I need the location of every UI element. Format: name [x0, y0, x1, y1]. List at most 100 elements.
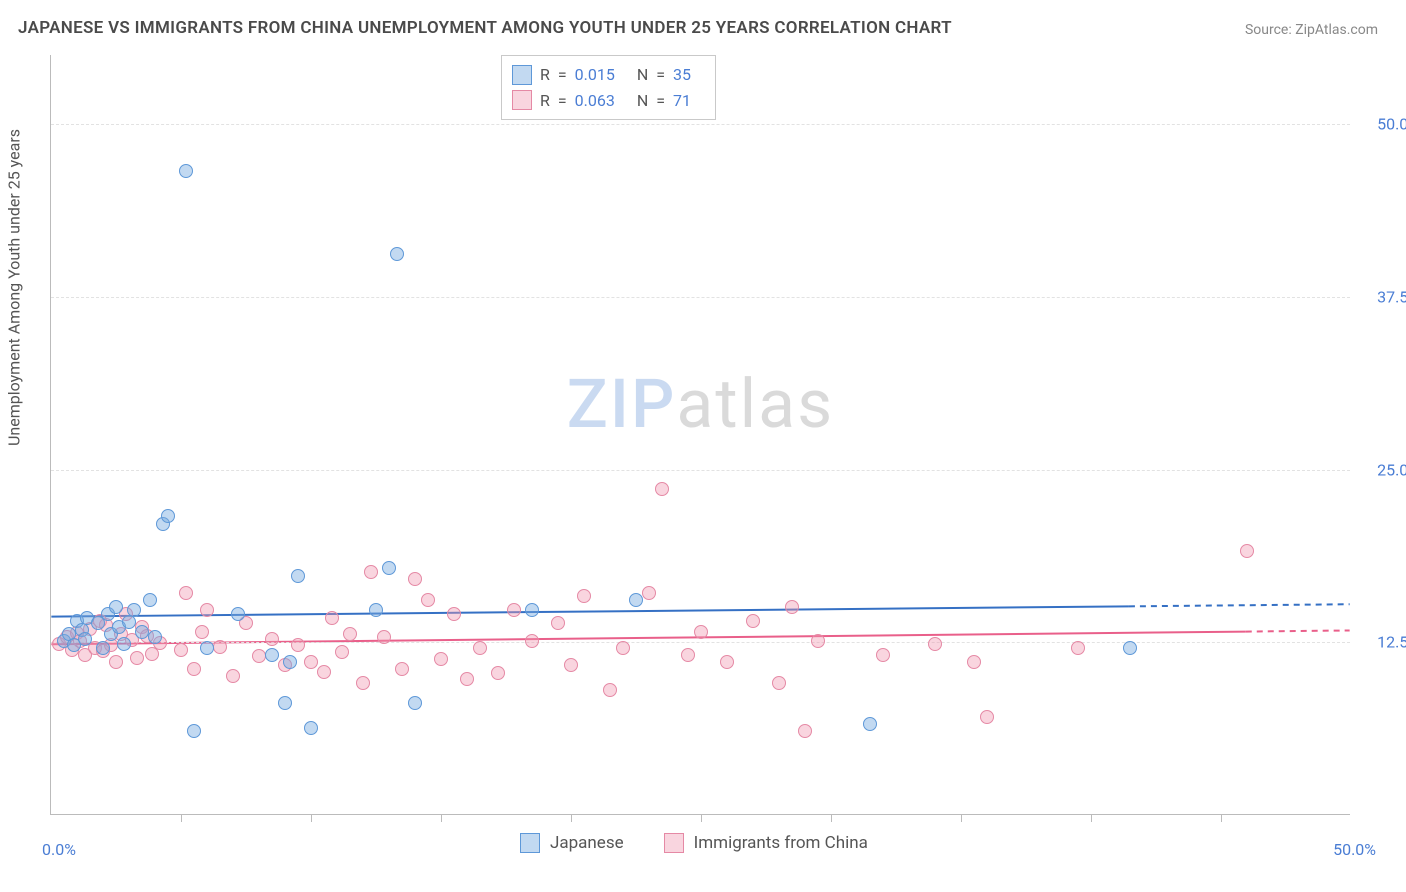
data-point-japanese: [863, 717, 877, 731]
data-point-china: [876, 648, 890, 662]
n-value-japanese: 35: [673, 62, 691, 88]
x-tick: [571, 814, 572, 822]
data-point-japanese: [283, 655, 297, 669]
r-label: R: [540, 88, 550, 114]
data-point-china: [473, 641, 487, 655]
data-point-japanese: [96, 641, 110, 655]
data-point-japanese: [187, 724, 201, 738]
legend-swatch-japanese: [512, 65, 532, 85]
x-tick: [701, 814, 702, 822]
x-tick: [441, 814, 442, 822]
data-point-china: [694, 625, 708, 639]
trend-lines: [51, 55, 1350, 814]
data-point-china: [395, 662, 409, 676]
data-point-china: [213, 640, 227, 654]
x-tick: [311, 814, 312, 822]
data-point-japanese: [127, 603, 141, 617]
data-point-china: [195, 625, 209, 639]
stats-legend-row-japanese: R=0.015N=35: [512, 62, 705, 88]
data-point-china: [967, 655, 981, 669]
x-tick: [961, 814, 962, 822]
data-point-china: [304, 655, 318, 669]
data-point-japanese: [390, 247, 404, 261]
gridline-h: [51, 642, 1350, 643]
gridline-h: [51, 470, 1350, 471]
data-point-china: [1240, 544, 1254, 558]
stats-legend-row-china: R=0.063N=71: [512, 88, 705, 114]
data-point-china: [616, 641, 630, 655]
data-point-japanese: [200, 641, 214, 655]
data-point-china: [317, 665, 331, 679]
legend-swatch-china: [512, 90, 532, 110]
data-point-china: [772, 676, 786, 690]
data-point-china: [928, 637, 942, 651]
y-tick-label: 37.5%: [1360, 287, 1406, 306]
data-point-japanese: [408, 696, 422, 710]
watermark: ZIPatlas: [567, 364, 835, 444]
gridline-h: [51, 297, 1350, 298]
data-point-china: [551, 616, 565, 630]
series-legend-item-japanese: Japanese: [520, 833, 624, 853]
data-point-japanese: [629, 593, 643, 607]
data-point-china: [364, 565, 378, 579]
data-point-china: [187, 662, 201, 676]
data-point-china: [325, 611, 339, 625]
data-point-china: [130, 651, 144, 665]
r-value-china: 0.063: [575, 88, 615, 114]
x-tick: [1221, 814, 1222, 822]
source-label: Source: ZipAtlas.com: [1245, 22, 1378, 38]
data-point-china: [226, 669, 240, 683]
n-value-china: 71: [673, 88, 691, 114]
data-point-china: [265, 632, 279, 646]
data-point-china: [343, 627, 357, 641]
data-point-japanese: [135, 625, 149, 639]
data-point-china: [174, 643, 188, 657]
data-point-japanese: [304, 721, 318, 735]
r-value-japanese: 0.015: [575, 62, 615, 88]
x-axis-end-label: 50.0%: [1333, 840, 1376, 859]
correlation-chart: JAPANESE VS IMMIGRANTS FROM CHINA UNEMPL…: [0, 0, 1406, 892]
y-tick-label: 50.0%: [1360, 115, 1406, 134]
data-point-china: [356, 676, 370, 690]
data-point-japanese: [122, 615, 136, 629]
data-point-china: [447, 607, 461, 621]
data-point-china: [681, 648, 695, 662]
y-axis-label: Unemployment Among Youth under 25 years: [5, 129, 24, 446]
legend-swatch-china: [664, 833, 684, 853]
data-point-china: [798, 724, 812, 738]
data-point-japanese: [231, 607, 245, 621]
data-point-china: [460, 672, 474, 686]
data-point-china: [421, 593, 435, 607]
x-axis-start-label: 0.0%: [42, 840, 76, 859]
data-point-japanese: [109, 600, 123, 614]
stats-legend: R=0.015N=35R=0.063N=71: [501, 55, 716, 120]
data-point-china: [746, 614, 760, 628]
data-point-japanese: [369, 603, 383, 617]
n-label: N: [637, 88, 648, 114]
data-point-china: [785, 600, 799, 614]
data-point-china: [655, 482, 669, 496]
data-point-china: [252, 649, 266, 663]
r-label: R: [540, 62, 550, 88]
data-point-japanese: [117, 637, 131, 651]
data-point-japanese: [143, 593, 157, 607]
data-point-japanese: [278, 696, 292, 710]
series-legend: Japanese Immigrants from China: [520, 833, 868, 853]
plot-area: ZIPatlas R=0.015N=35R=0.063N=71 12.5%25.…: [50, 55, 1350, 815]
x-tick: [1091, 814, 1092, 822]
gridline-h: [51, 124, 1350, 125]
data-point-japanese: [265, 648, 279, 662]
trend-line-dashed-china: [1246, 630, 1350, 631]
chart-title: JAPANESE VS IMMIGRANTS FROM CHINA UNEMPL…: [18, 18, 952, 38]
data-point-china: [434, 652, 448, 666]
data-point-china: [980, 710, 994, 724]
data-point-china: [564, 658, 578, 672]
data-point-china: [335, 645, 349, 659]
series-legend-item-china: Immigrants from China: [664, 833, 868, 853]
data-point-china: [109, 655, 123, 669]
data-point-china: [491, 666, 505, 680]
data-point-china: [1071, 641, 1085, 655]
data-point-japanese: [291, 569, 305, 583]
series-label-china: Immigrants from China: [694, 833, 868, 853]
data-point-china: [200, 603, 214, 617]
